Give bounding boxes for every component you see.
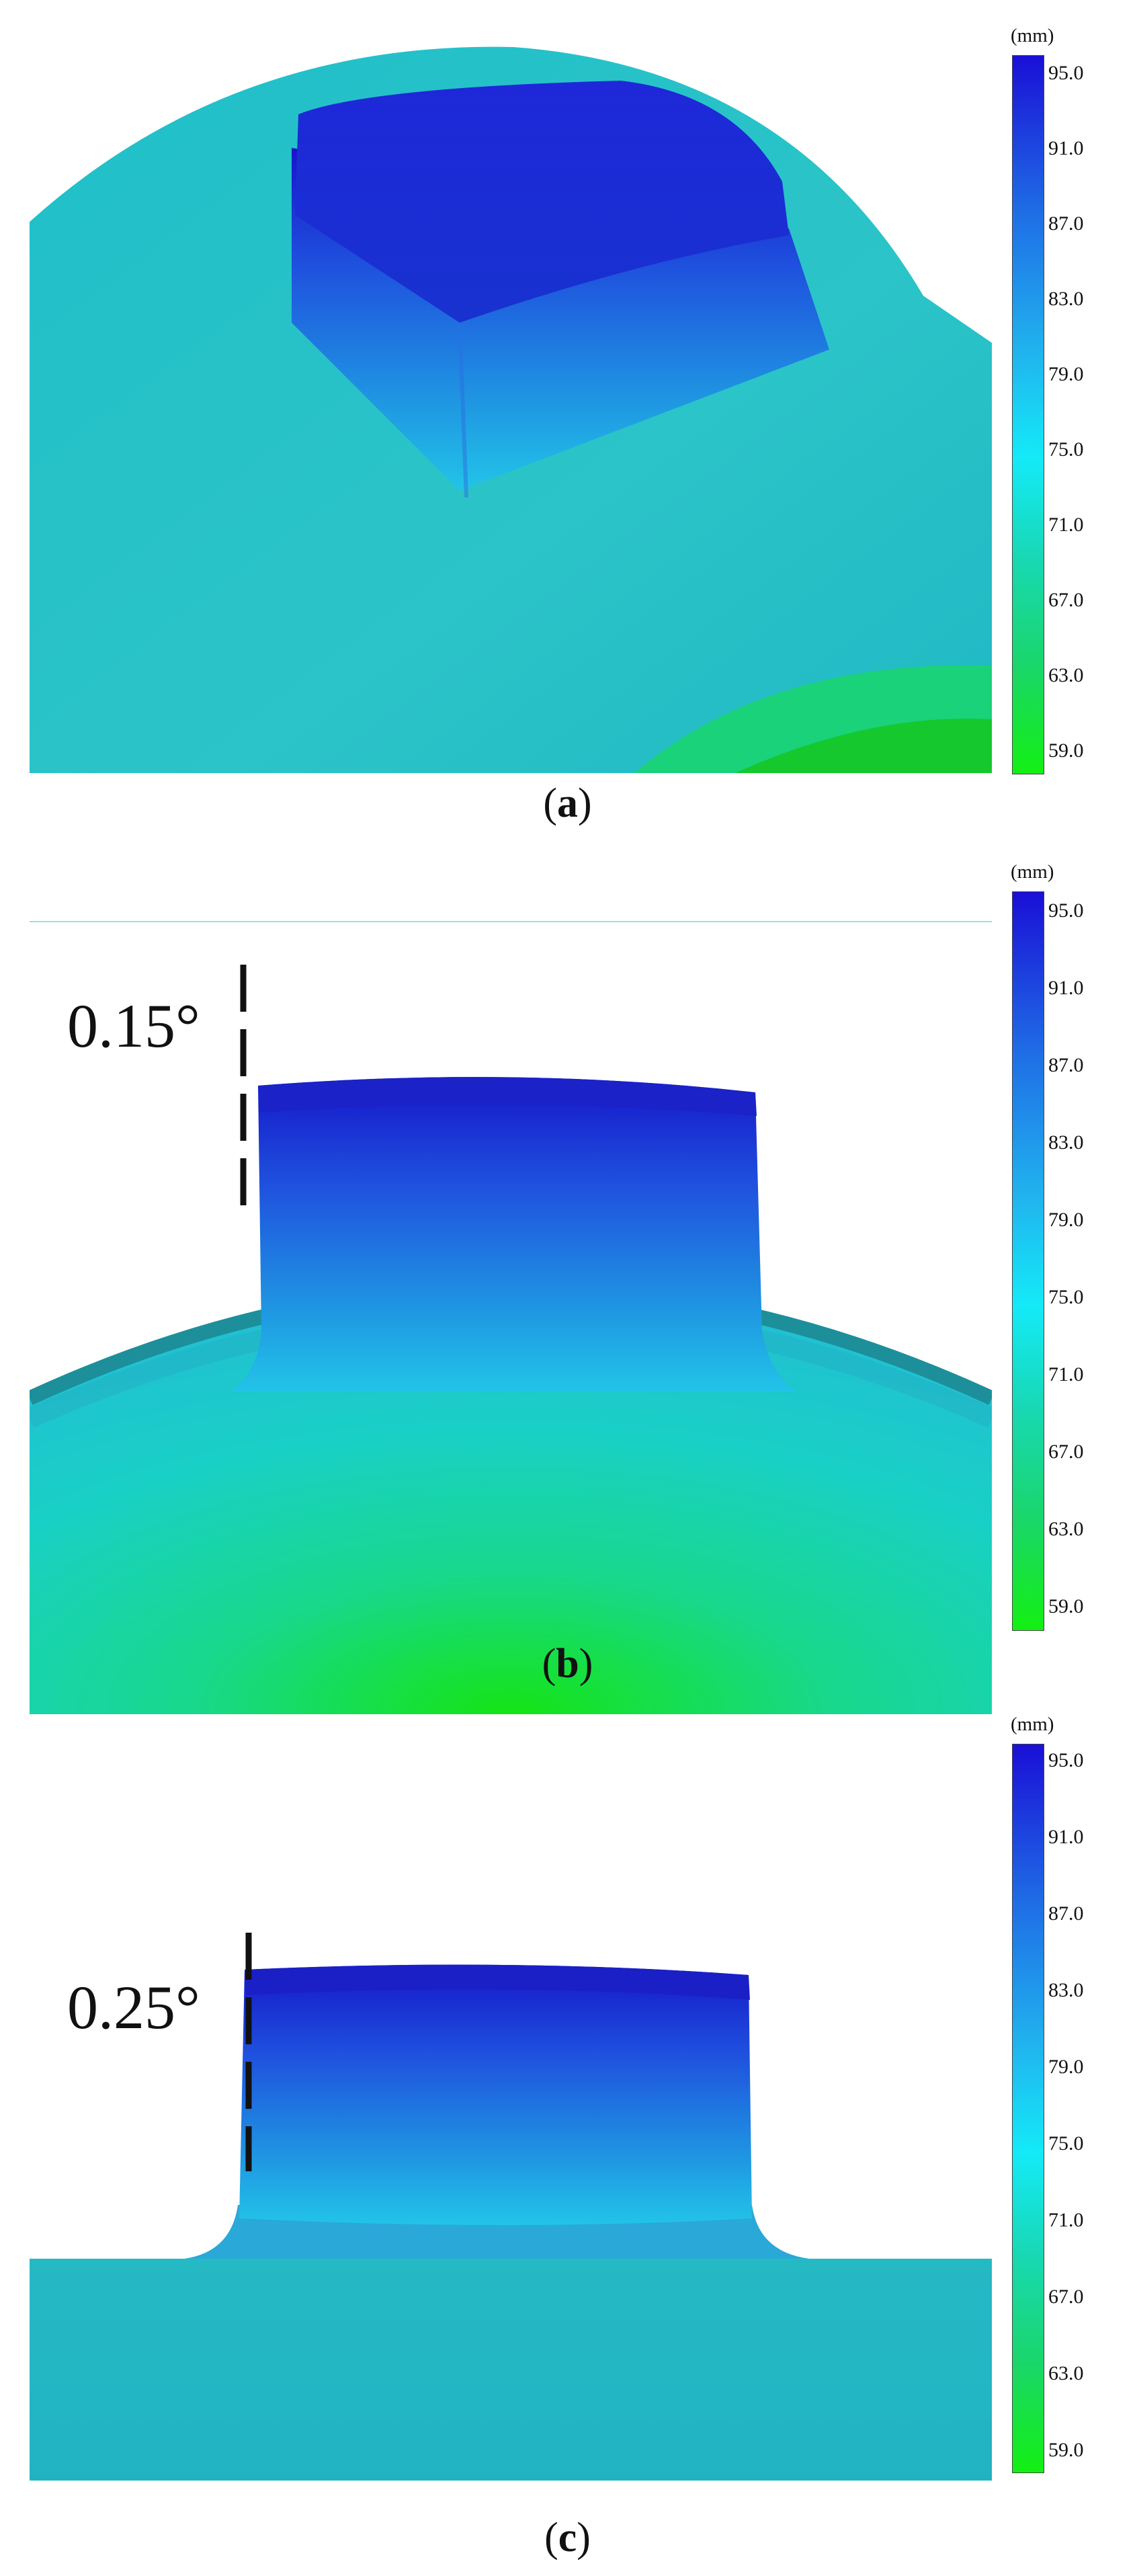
- colorbar-tick: 71.0: [1048, 1363, 1084, 1385]
- boss-c: [239, 1964, 752, 2225]
- colorbar-tick: 79.0: [1048, 2056, 1084, 2078]
- colorbar-unit: (mm): [1011, 1714, 1054, 1735]
- colorbar-tick: 75.0: [1048, 1286, 1084, 1308]
- colorbar-a: (mm) 95.0 91.0 87.0 83.0 79.0 75.0 71.0 …: [1008, 26, 1135, 778]
- colorbar-tick: 67.0: [1048, 2286, 1084, 2308]
- colorbar-tick: 91.0: [1048, 977, 1084, 999]
- caption-a: (a): [543, 780, 592, 826]
- angle-label-c: 0.25°: [67, 1973, 200, 2042]
- panel-a: (mm) 95.0 91.0 87.0 83.0 79.0 75.0 71.0 …: [0, 0, 1135, 834]
- colorbar-tick: 83.0: [1048, 1979, 1084, 2001]
- colorbar-tick: 75.0: [1048, 438, 1084, 460]
- angle-label-b: 0.15°: [67, 992, 200, 1060]
- colorbar-tick: 59.0: [1048, 2439, 1084, 2461]
- colorbar-tick: 71.0: [1048, 514, 1084, 536]
- caption-b: (b): [542, 1641, 593, 1687]
- horizon-line: [30, 921, 992, 922]
- colorbar-gradient: [1012, 1744, 1044, 2473]
- colorbar-tick: 83.0: [1048, 1131, 1084, 1154]
- panel-c: 0.25° (mm) 95.0 91.0 87.0 83.0 79.0 75.0…: [0, 1714, 1135, 2576]
- colorbar-tick: 67.0: [1048, 1441, 1084, 1463]
- caption-c: (c): [544, 2515, 591, 2561]
- colorbar-tick: 95.0: [1048, 1749, 1084, 1771]
- scan-image-c: [30, 1964, 992, 2481]
- colorbar-tick: 59.0: [1048, 739, 1084, 762]
- scan-image-a: [30, 46, 992, 773]
- dome-b: [30, 1287, 992, 1714]
- colorbar-tick: 75.0: [1048, 2132, 1084, 2155]
- colorbar-tick: 83.0: [1048, 288, 1084, 310]
- colorbar-tick: 63.0: [1048, 664, 1084, 686]
- colorbar-tick: 91.0: [1048, 137, 1084, 159]
- colorbar-tick: 63.0: [1048, 2362, 1084, 2384]
- colorbar-tick: 79.0: [1048, 1209, 1084, 1231]
- scan-image-b: [30, 1077, 992, 1714]
- flat-base-c: [30, 2259, 992, 2481]
- colorbar-tick: 67.0: [1048, 589, 1084, 611]
- colorbar-b: (mm) 95.0 91.0 87.0 83.0 79.0 75.0 71.0 …: [1008, 862, 1135, 1642]
- boss-top-a: [295, 81, 789, 323]
- angle-indicator-c: [245, 1933, 252, 2171]
- angle-indicator-b: [240, 965, 247, 1213]
- boss-b: [231, 1077, 796, 1392]
- colorbar-tick: 71.0: [1048, 2209, 1084, 2231]
- colorbar-c: (mm) 95.0 91.0 87.0 83.0 79.0 75.0 71.0 …: [1008, 1714, 1135, 2487]
- colorbar-tick: 87.0: [1048, 212, 1084, 235]
- colorbar-gradient: [1012, 891, 1044, 1631]
- colorbar-unit: (mm): [1011, 25, 1054, 46]
- colorbar-tick: 79.0: [1048, 363, 1084, 385]
- colorbar-tick: 95.0: [1048, 62, 1084, 84]
- colorbar-tick: 95.0: [1048, 899, 1084, 922]
- colorbar-tick: 87.0: [1048, 1054, 1084, 1076]
- colorbar-tick: 63.0: [1048, 1518, 1084, 1540]
- colorbar-tick: 91.0: [1048, 1826, 1084, 1848]
- colorbar-unit: (mm): [1011, 861, 1054, 883]
- colorbar-gradient: [1012, 55, 1044, 774]
- panel-b: 0.15° (mm) 95.0 91.0 87.0 83.0 79.0 75.0…: [0, 834, 1135, 1714]
- colorbar-tick: 87.0: [1048, 1902, 1084, 1925]
- colorbar-tick: 59.0: [1048, 1595, 1084, 1617]
